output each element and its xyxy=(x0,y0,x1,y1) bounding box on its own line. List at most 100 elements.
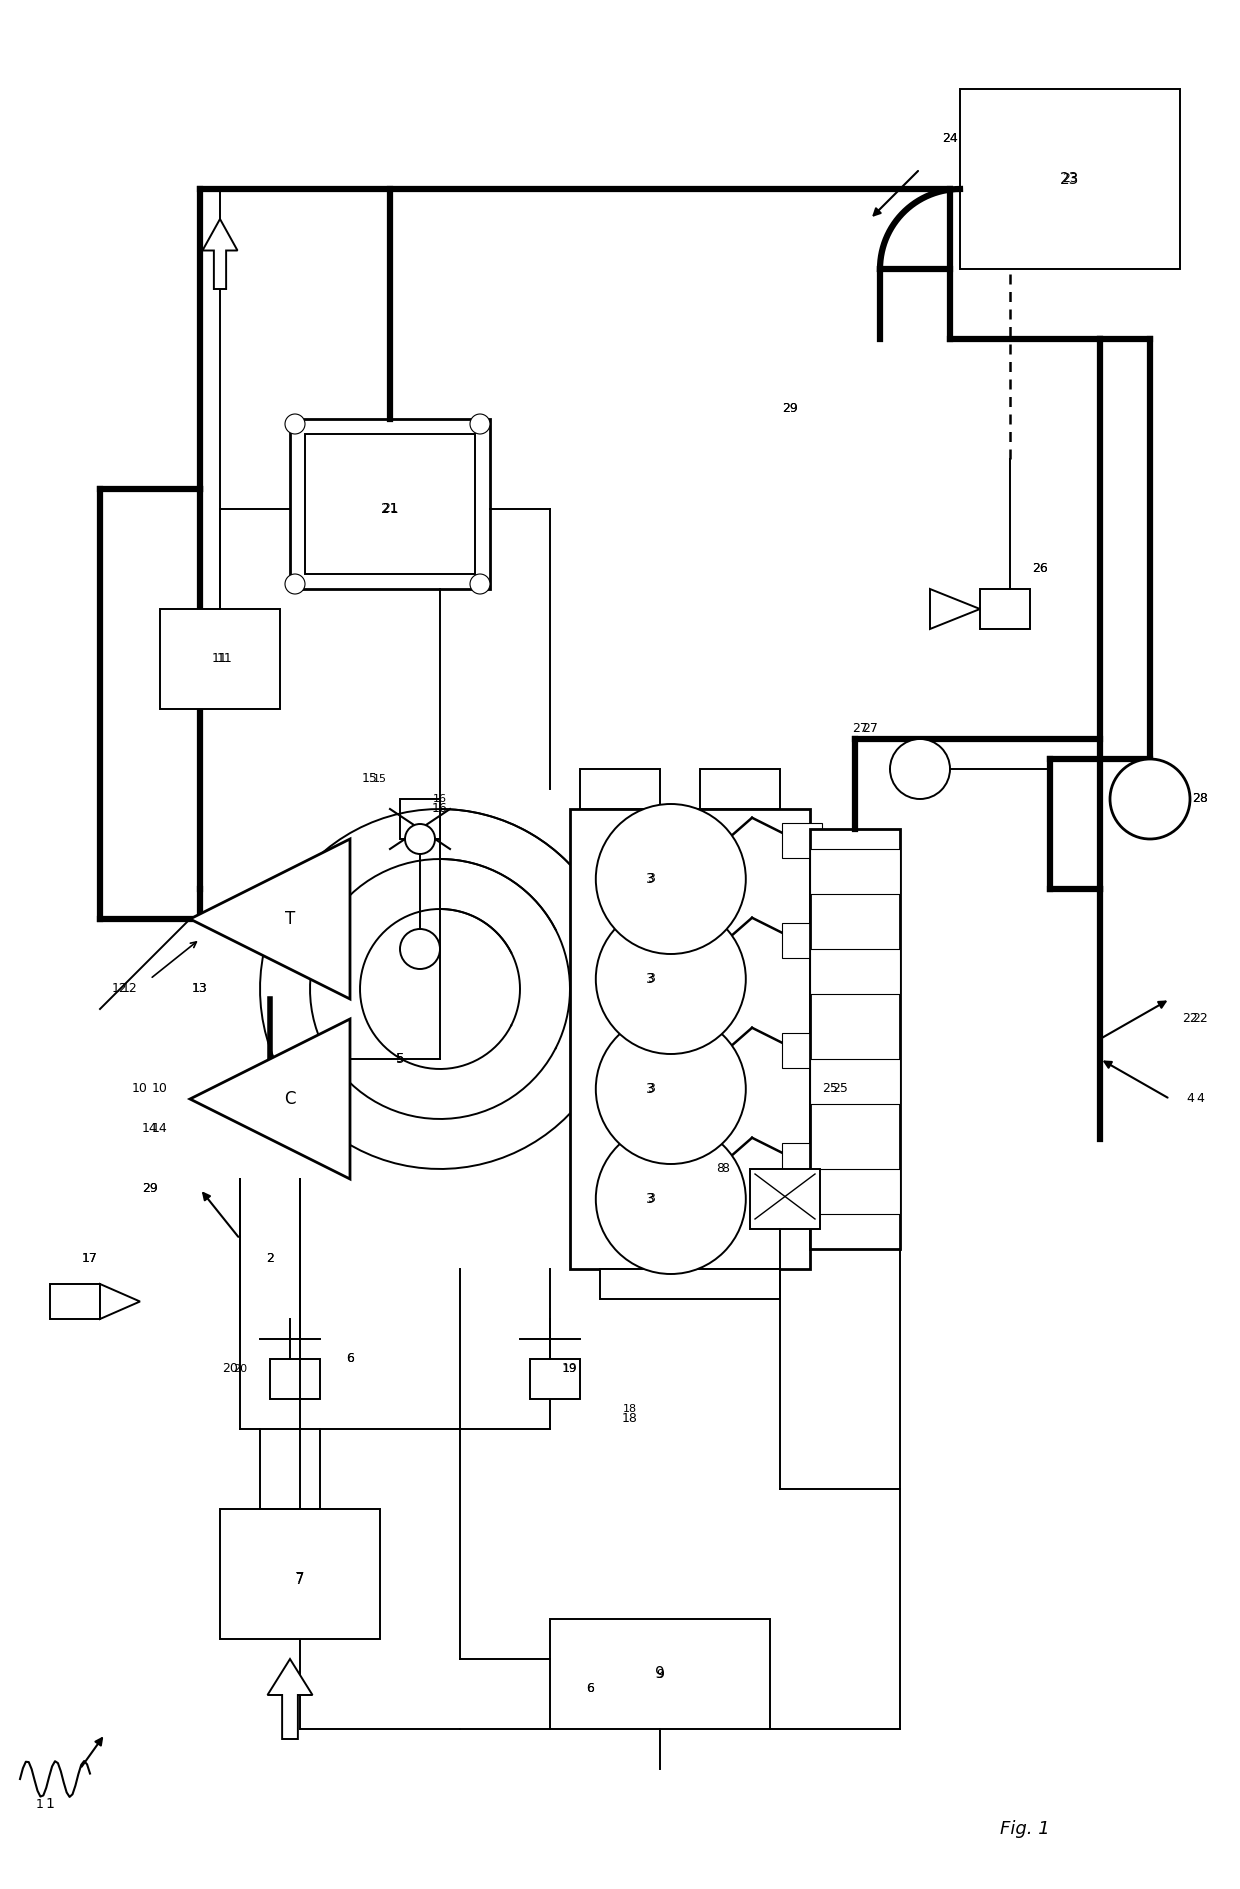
Bar xyxy=(529,1358,580,1400)
Text: 2: 2 xyxy=(267,1252,274,1266)
Bar xyxy=(782,824,822,858)
Text: 16: 16 xyxy=(432,803,448,816)
Text: 25: 25 xyxy=(832,1082,848,1096)
Circle shape xyxy=(285,574,305,593)
Circle shape xyxy=(401,929,440,969)
Text: 27: 27 xyxy=(852,722,868,735)
Text: 9: 9 xyxy=(655,1666,665,1681)
Text: 16: 16 xyxy=(433,793,446,805)
Text: 10: 10 xyxy=(153,1082,167,1096)
Bar xyxy=(580,769,660,808)
Bar xyxy=(810,1060,900,1103)
Bar xyxy=(219,1509,379,1640)
Polygon shape xyxy=(930,589,980,629)
Text: 8: 8 xyxy=(720,1162,729,1175)
Circle shape xyxy=(595,905,745,1054)
Text: 29: 29 xyxy=(143,1183,157,1196)
Polygon shape xyxy=(190,839,350,999)
Text: 18: 18 xyxy=(622,1413,637,1426)
Text: 4: 4 xyxy=(1187,1092,1194,1105)
Text: 3: 3 xyxy=(646,873,655,886)
Text: 26: 26 xyxy=(1032,563,1048,576)
Text: 21: 21 xyxy=(381,502,399,516)
Text: 17: 17 xyxy=(82,1252,98,1266)
Text: 19: 19 xyxy=(562,1362,578,1375)
Text: 29: 29 xyxy=(782,402,797,416)
Bar xyxy=(750,1169,820,1230)
Bar xyxy=(701,769,780,808)
Circle shape xyxy=(405,824,435,854)
Bar xyxy=(810,829,900,1249)
Text: 11: 11 xyxy=(217,652,233,665)
Text: 6: 6 xyxy=(346,1353,353,1366)
Polygon shape xyxy=(202,219,238,289)
Bar xyxy=(810,948,900,994)
Text: 9: 9 xyxy=(656,1668,663,1681)
Text: 3: 3 xyxy=(646,1192,655,1205)
Bar xyxy=(960,89,1180,268)
Text: 26: 26 xyxy=(1032,563,1048,576)
Text: 1: 1 xyxy=(36,1798,43,1810)
Text: 22: 22 xyxy=(1182,1013,1198,1026)
Text: 13: 13 xyxy=(192,982,208,996)
Text: 25: 25 xyxy=(822,1082,838,1096)
Text: 18: 18 xyxy=(622,1404,637,1415)
Text: 5: 5 xyxy=(396,1052,404,1065)
Text: 1: 1 xyxy=(46,1796,55,1812)
Text: 7: 7 xyxy=(296,1572,304,1585)
Text: 12: 12 xyxy=(112,982,128,996)
Polygon shape xyxy=(190,1018,350,1179)
Text: 12: 12 xyxy=(122,982,138,996)
Text: T: T xyxy=(285,910,295,927)
Circle shape xyxy=(890,739,950,799)
Text: 15: 15 xyxy=(373,774,387,784)
Polygon shape xyxy=(268,1659,312,1740)
Text: 23: 23 xyxy=(1063,172,1078,185)
Text: 20: 20 xyxy=(233,1364,247,1373)
Text: 14: 14 xyxy=(153,1122,167,1135)
Bar xyxy=(782,1033,822,1067)
Bar xyxy=(980,589,1030,629)
Text: 8: 8 xyxy=(715,1162,724,1175)
Text: 11: 11 xyxy=(212,652,228,665)
Text: 21: 21 xyxy=(382,502,398,516)
Text: Fig. 1: Fig. 1 xyxy=(999,1819,1050,1838)
Bar xyxy=(782,1143,822,1177)
Text: 15: 15 xyxy=(362,773,378,786)
Circle shape xyxy=(595,1014,745,1164)
Text: 3: 3 xyxy=(646,973,655,986)
Bar xyxy=(50,1285,100,1319)
Text: 27: 27 xyxy=(862,722,878,735)
Text: 20: 20 xyxy=(222,1362,238,1375)
Text: 10: 10 xyxy=(133,1082,148,1096)
Text: 5: 5 xyxy=(396,1052,404,1065)
Text: 14: 14 xyxy=(143,1122,157,1135)
Bar xyxy=(570,808,810,1269)
Bar xyxy=(270,1358,320,1400)
Text: 3: 3 xyxy=(646,1082,655,1096)
Text: 4: 4 xyxy=(1197,1092,1204,1105)
Text: 6: 6 xyxy=(587,1683,594,1696)
Text: 6: 6 xyxy=(587,1683,594,1696)
Text: 3: 3 xyxy=(647,1192,655,1205)
Text: 19: 19 xyxy=(563,1364,577,1373)
Bar xyxy=(160,608,280,708)
Polygon shape xyxy=(100,1285,140,1319)
Text: 2: 2 xyxy=(267,1252,274,1266)
Bar xyxy=(401,799,440,839)
Circle shape xyxy=(285,414,305,434)
Text: 6: 6 xyxy=(346,1353,353,1366)
Bar xyxy=(810,848,900,893)
Bar xyxy=(782,922,822,958)
Circle shape xyxy=(470,574,490,593)
Text: 17: 17 xyxy=(82,1252,98,1266)
Text: C: C xyxy=(284,1090,296,1109)
Bar xyxy=(551,1619,770,1728)
Circle shape xyxy=(595,805,745,954)
Circle shape xyxy=(1110,759,1190,839)
Circle shape xyxy=(470,414,490,434)
Text: 29: 29 xyxy=(143,1183,157,1196)
Text: 13: 13 xyxy=(192,982,208,996)
Text: 28: 28 xyxy=(1192,793,1208,805)
Text: 3: 3 xyxy=(647,873,655,886)
